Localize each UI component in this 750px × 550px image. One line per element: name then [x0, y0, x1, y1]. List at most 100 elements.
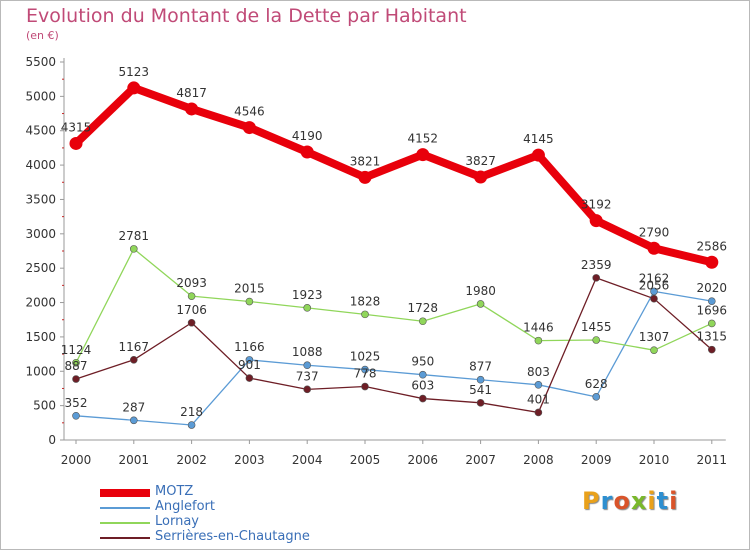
data-label: 2359: [581, 258, 612, 272]
data-label: 737: [296, 369, 319, 383]
data-label: 5123: [119, 65, 150, 79]
data-label: 401: [527, 392, 550, 406]
data-label: 1706: [176, 303, 207, 317]
data-point: [303, 304, 312, 312]
data-point: [531, 148, 545, 162]
data-label: 1124: [61, 343, 92, 357]
data-label: 1307: [639, 330, 670, 344]
data-label: 4546: [234, 105, 265, 119]
data-point: [245, 297, 254, 306]
legend-label: MOTZ: [155, 484, 194, 499]
data-point: [592, 336, 601, 344]
x-tick-label: 2001: [119, 453, 150, 467]
y-tick-label: 2500: [25, 261, 56, 275]
data-label: 1455: [581, 320, 612, 334]
data-label: 1025: [350, 350, 381, 364]
proxiti-logo: Proxiti: [582, 487, 679, 515]
data-point: [69, 136, 83, 150]
y-tick-label: 3500: [25, 192, 56, 206]
data-label: 1446: [523, 321, 554, 335]
data-point: [187, 421, 196, 429]
data-label: 1980: [465, 284, 496, 298]
data-point: [476, 375, 485, 384]
data-point: [361, 310, 369, 319]
data-label: 901: [238, 358, 261, 372]
x-tick-label: 2011: [697, 453, 728, 467]
data-label: 3192: [581, 198, 612, 212]
data-point: [707, 319, 716, 328]
data-point: [707, 345, 716, 354]
data-point: [245, 356, 254, 364]
x-tick-label: 2005: [350, 453, 381, 467]
data-point: [707, 297, 716, 305]
data-point: [300, 145, 314, 159]
x-tick-label: 2008: [523, 453, 554, 467]
y-tick-label: 5000: [25, 89, 56, 103]
data-point: [534, 336, 543, 345]
data-label: 1167: [119, 340, 150, 354]
legend-swatch: [100, 489, 150, 497]
data-point: [705, 255, 719, 269]
data-label: 603: [411, 379, 434, 393]
y-tick-label: 4500: [25, 124, 56, 138]
data-point: [592, 393, 601, 401]
data-label: 877: [469, 360, 492, 374]
data-label: 2056: [639, 279, 670, 293]
data-label: 628: [585, 377, 608, 391]
data-point: [418, 370, 427, 379]
data-point: [72, 412, 80, 420]
data-point: [130, 416, 138, 425]
y-tick-label: 1500: [25, 330, 56, 344]
data-label: 218: [180, 405, 203, 419]
data-label: 4817: [176, 86, 207, 100]
x-tick-label: 2009: [581, 453, 612, 467]
data-label: 1828: [350, 294, 381, 308]
data-point: [187, 318, 196, 327]
data-point: [361, 365, 369, 374]
x-tick-label: 2000: [61, 453, 92, 467]
x-tick-label: 2002: [176, 453, 207, 467]
data-label: 803: [527, 365, 550, 379]
data-point: [303, 385, 312, 394]
data-point: [418, 317, 427, 326]
x-tick-label: 2007: [465, 453, 496, 467]
data-point: [416, 148, 430, 162]
data-label: 2586: [697, 239, 728, 253]
data-point: [650, 294, 658, 303]
data-label: 1728: [408, 301, 439, 315]
data-label: 2781: [119, 229, 150, 243]
legend-swatch: [100, 537, 150, 539]
data-label: 2162: [639, 271, 670, 285]
data-point: [647, 241, 661, 255]
data-point: [242, 121, 256, 135]
legend-label: Serrières-en-Chautagne: [155, 529, 310, 544]
data-point: [476, 300, 485, 308]
data-point: [534, 381, 543, 389]
data-label: 2093: [176, 276, 207, 290]
chart-title: Evolution du Montant de la Dette par Hab…: [26, 5, 467, 27]
y-tick-label: 3000: [25, 227, 56, 241]
data-label: 2020: [697, 281, 728, 295]
data-label: 3821: [350, 154, 381, 168]
legend-label: Anglefort: [155, 499, 215, 514]
data-label: 4152: [408, 132, 439, 146]
data-point: [130, 245, 138, 253]
data-label: 1315: [697, 330, 728, 344]
legend-swatch: [100, 507, 150, 509]
data-label: 287: [122, 400, 145, 414]
data-point: [476, 399, 485, 407]
series-line-motz: [72, 83, 716, 267]
data-point: [474, 170, 488, 184]
data-point: [361, 382, 369, 391]
data-label: 950: [411, 355, 434, 369]
data-point: [358, 170, 372, 184]
data-label: 2015: [234, 282, 265, 296]
data-point: [185, 102, 199, 116]
x-tick-label: 2003: [234, 453, 265, 467]
data-point: [72, 375, 80, 383]
data-label: 1166: [234, 340, 265, 354]
series-line-serri-res-en-chautagne: [75, 277, 713, 414]
x-tick-label: 2004: [292, 453, 323, 467]
data-label: 3827: [465, 154, 496, 168]
data-label: 541: [469, 383, 492, 397]
